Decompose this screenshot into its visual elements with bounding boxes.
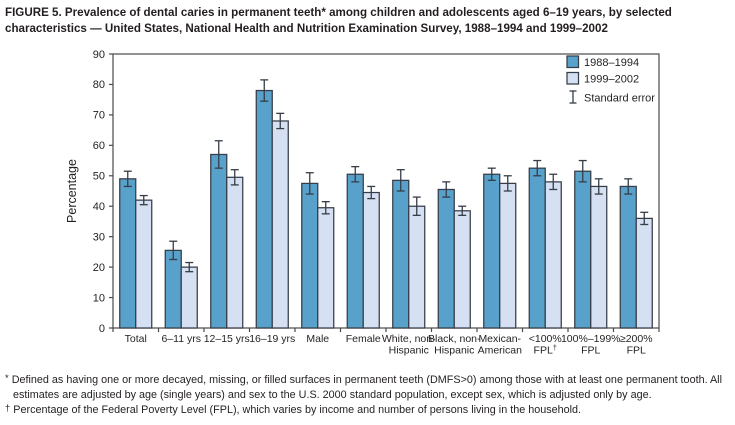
x-category-label-100-199-fpl: 100%–199%: [561, 333, 621, 345]
figure-title: FIGURE 5. Prevalence of dental caries in…: [5, 6, 672, 36]
x-category-label-mexican-american: American: [478, 345, 523, 357]
x-category-label-16-19-yrs: 16–19 yrs: [249, 333, 295, 345]
bar-1999-2002-6-11-yrs: [180, 266, 198, 330]
x-category-label-6-11-yrs: 6–11 yrs: [162, 333, 202, 345]
y-tick-label: 0: [99, 323, 105, 335]
footnote-dagger: † Percentage of the Federal Poverty Leve…: [5, 403, 725, 418]
bar-1988-1994-black-non-hispanic: [437, 189, 455, 330]
bar-1988-1994-100-fpl: [528, 167, 546, 330]
bar-1999-2002-mexican-american: [499, 183, 517, 330]
y-tick-label: 90: [93, 49, 105, 61]
bar-1988-1994-12-15-yrs: [210, 154, 228, 330]
footnotes: * Defined as having one or more decayed,…: [0, 373, 735, 418]
bar-1999-2002-female: [362, 192, 380, 330]
x-category-label-black-non-hispanic: Hispanic: [434, 345, 474, 357]
y-axis-label: Percentage: [65, 159, 79, 223]
y-tick-label: 20: [93, 262, 105, 274]
bar-1988-1994-mexican-american: [483, 174, 501, 330]
x-category-label-200-fpl: FPL: [627, 345, 646, 357]
bar-1999-2002-100-fpl: [544, 181, 562, 330]
bar-1999-2002-male: [317, 207, 335, 330]
legend-label-standard-error: Standard error: [584, 93, 655, 105]
y-tick-label: 30: [93, 232, 105, 244]
x-category-label-white-non-hispanic: White, non-: [382, 333, 436, 345]
bar-1988-1994-16-19-yrs: [255, 90, 273, 330]
bar-1999-2002-100-199-fpl: [590, 186, 608, 330]
bar-1999-2002-200-fpl: [635, 218, 653, 330]
x-category-label-mexican-american: Mexican-: [478, 333, 521, 345]
y-tick-label: 50: [93, 171, 105, 183]
y-tick-label: 60: [93, 141, 105, 153]
bar-1988-1994-200-fpl: [619, 186, 637, 330]
x-category-label-male: Male: [306, 333, 329, 345]
bar-1988-1994-female: [346, 174, 364, 330]
bar-1999-2002-total: [135, 199, 153, 330]
x-category-label-white-non-hispanic: Hispanic: [389, 345, 429, 357]
bar-1999-2002-16-19-yrs: [271, 120, 289, 330]
y-tick-label: 70: [93, 110, 105, 122]
bar-1988-1994-white-non-hispanic: [392, 180, 410, 330]
y-tick-label: 40: [93, 201, 105, 213]
footnote-symbol: *: [5, 373, 9, 385]
legend-swatch-1999-2002: [566, 72, 580, 86]
x-category-label-100-fpl: <100%: [529, 333, 562, 345]
chart-area: 0 10 20 30 40 50 60 70 80 90 Percentage Total 6–11 y…: [0, 45, 735, 359]
x-category-label-total: Total: [125, 333, 147, 345]
bar-1999-2002-12-15-yrs: [226, 177, 244, 330]
bar-1988-1994-male: [301, 183, 319, 330]
x-category-label-200-fpl: ≥200%: [620, 333, 653, 345]
bar-1988-1994-100-199-fpl: [574, 171, 592, 330]
x-category-label-100-199-fpl: FPL: [581, 345, 600, 357]
bar-1999-2002-black-non-hispanic: [453, 210, 471, 330]
x-category-label-female: Female: [346, 333, 381, 345]
dental-caries-grouped-bar-chart: 0 10 20 30 40 50 60 70 80 90 Percentage Total 6–11 y…: [65, 49, 660, 357]
bar-1988-1994-total: [119, 178, 137, 330]
x-category-label-12-15-yrs: 12–15 yrs: [204, 333, 250, 345]
x-category-label-black-non-hispanic: Black, non-: [428, 333, 481, 345]
footnote-asterisk: * Defined as having one or more decayed,…: [5, 373, 725, 403]
legend-label-1999-2002: 1999–2002: [584, 74, 639, 86]
legend-label-1988-1994: 1988–1994: [584, 57, 639, 69]
x-category-label-100-fpl: FPL†: [534, 343, 557, 357]
legend-swatch-1988-1994: [566, 55, 580, 69]
y-tick-label: 80: [93, 80, 105, 92]
bar-1988-1994-6-11-yrs: [164, 250, 182, 330]
footnote-text: Percentage of the Federal Poverty Level …: [13, 404, 582, 417]
footnote-text: Defined as having one or more decayed, m…: [11, 374, 722, 402]
y-tick-label: 10: [93, 293, 105, 305]
bar-1999-2002-white-non-hispanic: [408, 206, 426, 330]
footnote-symbol: †: [5, 403, 11, 415]
